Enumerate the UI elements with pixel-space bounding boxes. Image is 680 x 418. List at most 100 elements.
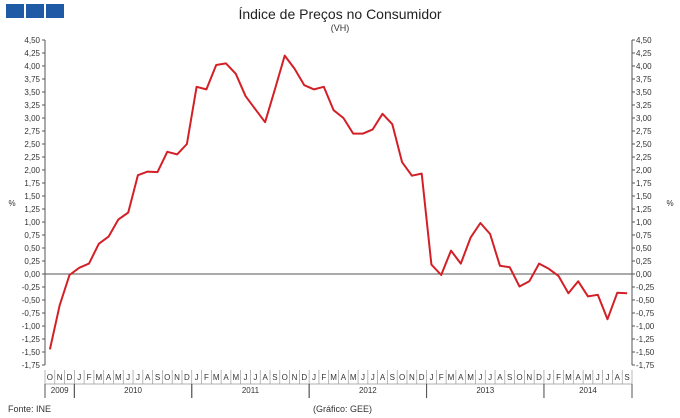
month-label: D [67, 373, 73, 382]
logo-block [6, 4, 24, 18]
year-label: 2013 [476, 386, 494, 395]
y-tick-label-left: 2,50 [24, 140, 40, 149]
y-tick-label-right: 1,25 [636, 205, 652, 214]
month-label: O [47, 373, 53, 382]
month-label: J [478, 373, 482, 382]
month-label: A [458, 373, 464, 382]
month-label: J [253, 373, 257, 382]
month-label: M [565, 373, 572, 382]
y-tick-label-right: -1,25 [636, 335, 655, 344]
month-label: M [213, 373, 220, 382]
y-tick-label-right: 3,75 [636, 75, 652, 84]
y-tick-label-left: -1,25 [22, 335, 41, 344]
y-tick-label-right: 4,25 [636, 49, 652, 58]
year-label: 2012 [359, 386, 377, 395]
month-label: J [596, 373, 600, 382]
y-tick-label-left: 0,25 [24, 257, 40, 266]
y-tick-label-right: 0,50 [636, 244, 652, 253]
month-label: N [57, 373, 63, 382]
month-label: S [272, 373, 277, 382]
month-label: A [145, 373, 151, 382]
y-tick-label-left: -0,50 [22, 296, 41, 305]
logo [6, 4, 64, 18]
y-tick-label-right: 0,25 [636, 257, 652, 266]
month-label: J [488, 373, 492, 382]
month-label: J [361, 373, 365, 382]
y-tick-label-left: -1,50 [22, 348, 41, 357]
y-tick-label-right: 2,75 [636, 127, 652, 136]
month-label: F [439, 373, 444, 382]
y-tick-label-left: 1,25 [24, 205, 40, 214]
month-label: M [330, 373, 337, 382]
month-label: F [204, 373, 209, 382]
y-tick-label-right: 1,50 [636, 192, 652, 201]
month-label: J [606, 373, 610, 382]
y-tick-label-left: 0,00 [24, 270, 40, 279]
month-label: J [244, 373, 248, 382]
month-label: M [448, 373, 455, 382]
y-tick-label-right: 3,25 [636, 101, 652, 110]
month-label: A [615, 373, 621, 382]
y-tick-label-left: 3,75 [24, 75, 40, 84]
month-label: O [282, 373, 288, 382]
y-tick-label-right: 3,00 [636, 114, 652, 123]
y-tick-label-left: 3,25 [24, 101, 40, 110]
month-label: M [115, 373, 122, 382]
y-tick-label-right: -0,75 [636, 309, 655, 318]
month-label: D [419, 373, 425, 382]
y-tick-label-left: 1,50 [24, 192, 40, 201]
month-label: D [536, 373, 542, 382]
month-label: J [547, 373, 551, 382]
year-label: 2011 [242, 386, 260, 395]
month-label: M [585, 373, 592, 382]
y-tick-label-left: 4,50 [24, 36, 40, 45]
series-line [48, 54, 628, 350]
y-tick-label-right: 3,50 [636, 88, 652, 97]
y-tick-label-right: 2,50 [636, 140, 652, 149]
month-label: J [136, 373, 140, 382]
logo-block [46, 4, 64, 18]
month-label: A [380, 373, 386, 382]
y-tick-label-left: 0,75 [24, 231, 40, 240]
month-label: J [312, 373, 316, 382]
y-tick-label-left: 3,00 [24, 114, 40, 123]
source-note: Fonte: INE [8, 404, 52, 414]
month-label: O [516, 373, 522, 382]
y-tick-label-left: -0,75 [22, 309, 41, 318]
y-tick-label-left: -1,00 [22, 322, 41, 331]
month-label: S [155, 373, 160, 382]
month-label: M [232, 373, 239, 382]
y-axis-label-right: % [666, 199, 673, 208]
y-tick-label-left: 1,75 [24, 179, 40, 188]
chart-title: Índice de Preços no Consumidor [238, 6, 442, 22]
month-label: A [576, 373, 582, 382]
year-label: 2009 [51, 386, 69, 395]
y-tick-label-left: 4,25 [24, 49, 40, 58]
month-label: F [87, 373, 92, 382]
y-tick-label-left: 2,75 [24, 127, 40, 136]
month-label: D [301, 373, 307, 382]
y-tick-label-right: -0,25 [636, 283, 655, 292]
month-label: N [409, 373, 415, 382]
month-label: F [556, 373, 561, 382]
month-label: O [399, 373, 405, 382]
y-tick-label-right: 4,50 [636, 36, 652, 45]
y-tick-label-left: 2,00 [24, 166, 40, 175]
month-label: D [184, 373, 190, 382]
y-tick-label-left: 2,25 [24, 153, 40, 162]
y-tick-label-right: 2,00 [636, 166, 652, 175]
month-label: S [624, 373, 629, 382]
month-label: M [467, 373, 474, 382]
month-label: A [262, 373, 268, 382]
y-tick-label-right: -0,50 [636, 296, 655, 305]
month-label: M [350, 373, 357, 382]
month-label: J [429, 373, 433, 382]
month-label: N [174, 373, 180, 382]
y-tick-label-right: 4,00 [636, 62, 652, 71]
y-tick-label-right: 1,75 [636, 179, 652, 188]
y-tick-label-left: 0,50 [24, 244, 40, 253]
month-label: S [507, 373, 512, 382]
y-tick-label-right: -1,00 [636, 322, 655, 331]
y-tick-label-left: -1,75 [22, 361, 41, 370]
